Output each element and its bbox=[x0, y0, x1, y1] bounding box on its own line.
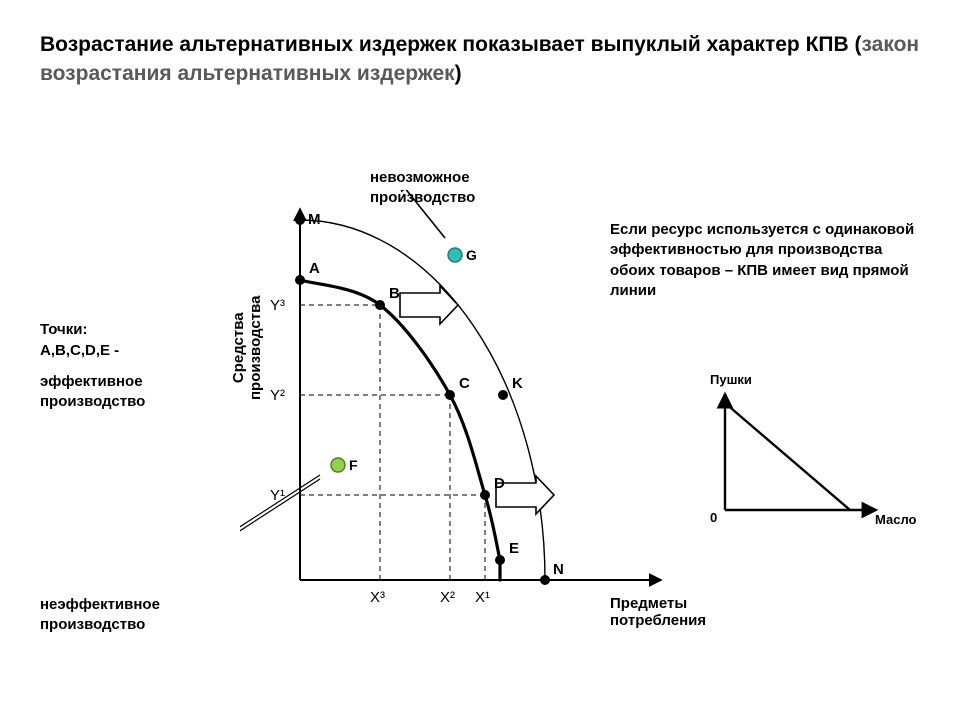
svg-text:A: A bbox=[309, 260, 320, 277]
label-efficient: эффективное производство bbox=[40, 372, 190, 413]
svg-text:K: K bbox=[512, 375, 523, 392]
svg-text:E: E bbox=[509, 540, 519, 557]
mini-x-label: Масло bbox=[875, 512, 916, 527]
mini-chart bbox=[700, 380, 900, 540]
page-title: Возрастание альтернативных издержек пока… bbox=[40, 30, 920, 89]
title-pre: Возрастание альтернативных издержек пока… bbox=[40, 33, 862, 56]
svg-text:D: D bbox=[494, 475, 505, 492]
svg-text:F: F bbox=[349, 457, 358, 473]
title-post: ) bbox=[455, 62, 462, 85]
svg-text:X²: X² bbox=[440, 589, 455, 606]
svg-text:Y²: Y² bbox=[270, 387, 285, 404]
svg-text:Y¹: Y¹ bbox=[270, 487, 285, 504]
svg-text:N: N bbox=[553, 561, 564, 578]
svg-text:M: M bbox=[308, 211, 321, 228]
label-inefficient: неэффективное производство bbox=[40, 595, 160, 636]
mini-origin-label: 0 bbox=[710, 510, 717, 525]
label-points-header: Точки: bbox=[40, 320, 87, 340]
svg-text:B: B bbox=[389, 285, 400, 302]
svg-text:Y³: Y³ bbox=[270, 297, 285, 314]
svg-text:G: G bbox=[466, 247, 477, 263]
mini-y-label: Пушки bbox=[710, 372, 752, 387]
label-points-list: A,B,C,D,E - bbox=[40, 341, 119, 361]
ppf-chart: A B C D E M K N G F Y³ Y² Y¹ X³ X² X¹ bbox=[240, 190, 680, 650]
svg-text:C: C bbox=[459, 375, 470, 392]
svg-text:X³: X³ bbox=[370, 589, 385, 606]
svg-text:X¹: X¹ bbox=[475, 589, 490, 606]
